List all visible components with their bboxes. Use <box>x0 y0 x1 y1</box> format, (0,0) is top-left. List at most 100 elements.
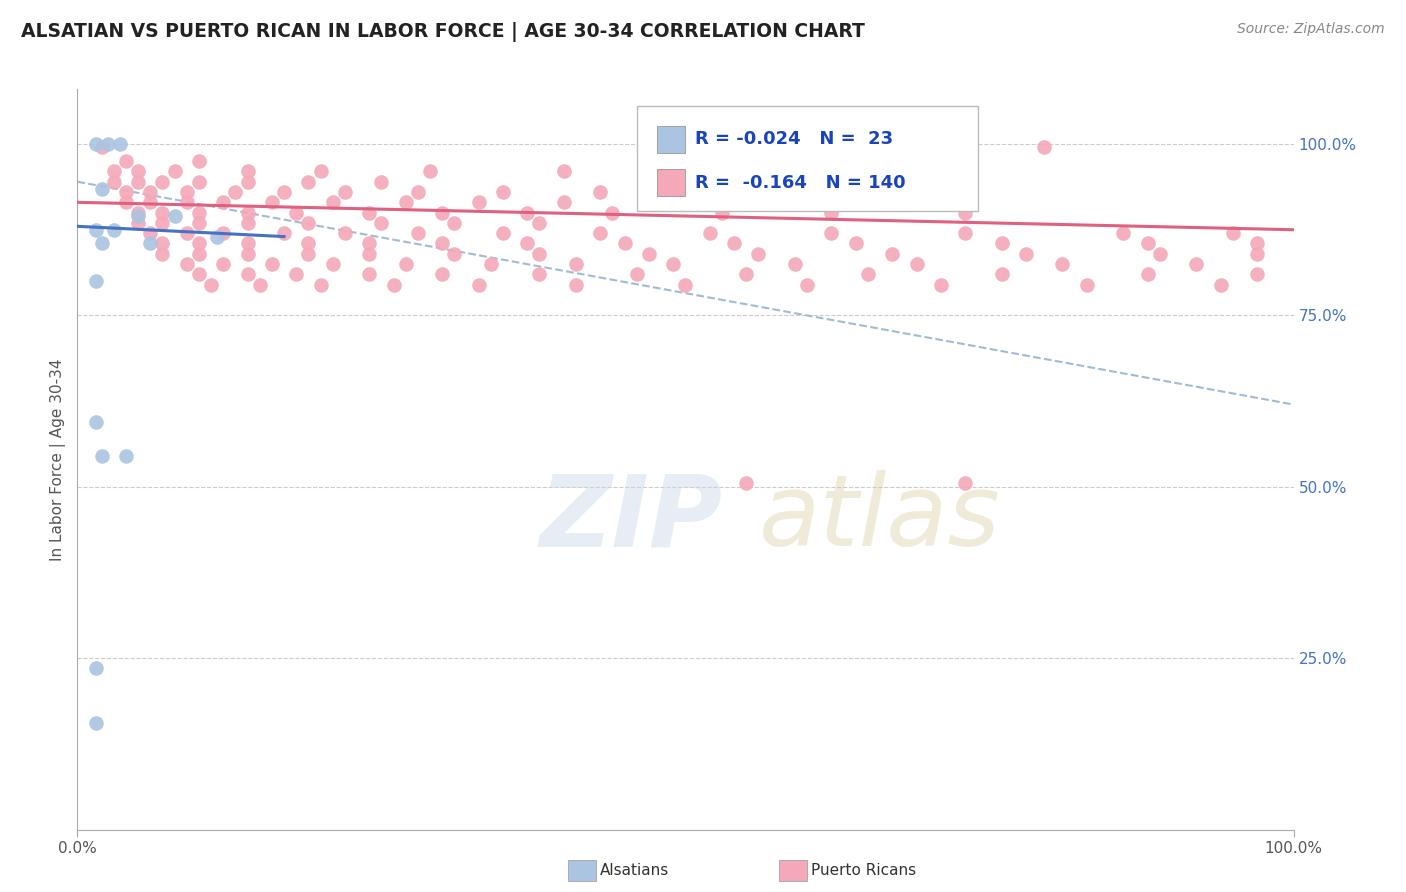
Point <box>395 195 418 210</box>
Point <box>783 257 806 271</box>
Point <box>735 268 758 282</box>
Point <box>333 185 356 199</box>
Text: R = -0.024   N =  23: R = -0.024 N = 23 <box>695 130 893 148</box>
Point <box>1246 246 1268 260</box>
Point <box>359 205 381 219</box>
Point <box>188 268 211 282</box>
Point <box>699 226 721 240</box>
Point <box>359 236 381 251</box>
Point <box>359 268 381 282</box>
Point <box>212 257 235 271</box>
Point <box>236 216 259 230</box>
Point <box>188 216 211 230</box>
Point <box>152 246 174 260</box>
Point <box>176 257 198 271</box>
Point <box>188 175 211 189</box>
Point <box>333 226 356 240</box>
Point <box>1112 226 1135 240</box>
Point <box>382 277 405 292</box>
Point <box>84 223 107 237</box>
Point <box>84 661 107 675</box>
Point <box>1052 257 1074 271</box>
Point <box>236 236 259 251</box>
Point <box>200 277 222 292</box>
Point <box>163 164 186 178</box>
Point <box>796 277 818 292</box>
Point <box>516 205 538 219</box>
Point <box>115 195 138 210</box>
Point <box>419 164 441 178</box>
Point <box>273 185 295 199</box>
Point <box>152 205 174 219</box>
Point <box>589 185 612 199</box>
Point <box>127 209 149 223</box>
Point <box>236 205 259 219</box>
Point <box>650 195 672 210</box>
Point <box>589 226 612 240</box>
Point <box>820 205 842 219</box>
Point <box>249 277 271 292</box>
Point <box>735 476 758 491</box>
Point <box>90 236 112 251</box>
Point <box>322 195 344 210</box>
Point <box>430 236 453 251</box>
Point <box>1246 236 1268 251</box>
Point <box>285 205 308 219</box>
Point <box>953 226 976 240</box>
Point <box>139 226 162 240</box>
Point <box>1185 257 1208 271</box>
Point <box>443 246 465 260</box>
Point <box>127 175 149 189</box>
Point <box>188 205 211 219</box>
Point <box>236 268 259 282</box>
Point <box>212 226 235 240</box>
Point <box>565 257 588 271</box>
Point <box>84 716 107 731</box>
Point <box>103 175 125 189</box>
Point <box>990 268 1012 282</box>
Point <box>467 277 489 292</box>
Point <box>139 195 162 210</box>
Point <box>359 246 381 260</box>
Point <box>406 185 429 199</box>
Point <box>297 175 319 189</box>
Point <box>115 449 138 463</box>
Point <box>675 277 697 292</box>
Point <box>1136 236 1159 251</box>
Point <box>395 257 418 271</box>
Point <box>430 205 453 219</box>
Point <box>1246 268 1268 282</box>
Text: R =  -0.164   N = 140: R = -0.164 N = 140 <box>695 174 905 192</box>
Text: Puerto Ricans: Puerto Ricans <box>811 863 917 878</box>
Point <box>152 216 174 230</box>
Point <box>176 195 198 210</box>
Point <box>188 246 211 260</box>
Point <box>602 205 624 219</box>
Point <box>723 236 745 251</box>
Point <box>905 257 928 271</box>
Point <box>152 236 174 251</box>
Point <box>115 185 138 199</box>
Point <box>778 140 800 154</box>
Point <box>90 449 112 463</box>
Text: atlas: atlas <box>758 470 1000 567</box>
Point <box>370 175 392 189</box>
Point <box>529 268 551 282</box>
Point <box>1209 277 1232 292</box>
Point <box>467 195 489 210</box>
Point <box>212 195 235 210</box>
Point <box>90 181 112 195</box>
Point <box>205 229 228 244</box>
Point <box>84 274 107 288</box>
Point <box>929 277 952 292</box>
Point <box>84 415 107 429</box>
Point <box>236 164 259 178</box>
Text: ZIP: ZIP <box>540 470 723 567</box>
Point <box>297 246 319 260</box>
Point <box>1076 277 1098 292</box>
Point <box>553 164 575 178</box>
Point <box>882 246 904 260</box>
Point <box>309 277 332 292</box>
Point <box>97 136 120 151</box>
Point <box>152 175 174 189</box>
